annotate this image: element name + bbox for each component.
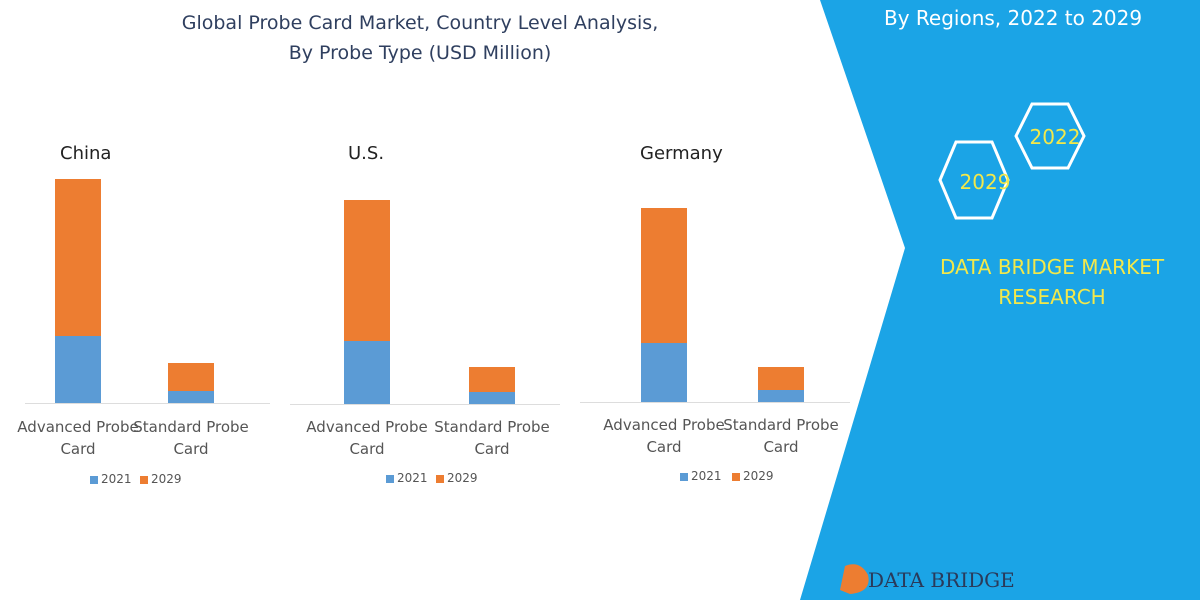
- chart-title: Germany: [640, 143, 723, 164]
- legend-swatch: [732, 473, 740, 481]
- legend-label: 2029: [151, 472, 182, 486]
- legend-swatch: [386, 475, 394, 483]
- x-tick-label: Advanced Probe Card: [306, 418, 428, 458]
- bar-segment: [641, 343, 687, 402]
- title: By Probe Type (USD Million): [288, 42, 552, 64]
- x-tick-label: Standard Probe Card: [723, 416, 839, 456]
- legend-label: 2021: [691, 469, 722, 483]
- bar-segment: [758, 367, 804, 390]
- legend-label: 2021: [101, 472, 132, 486]
- axis-line: [580, 402, 850, 403]
- brand: DATA BRIDGE MARKET: [939, 255, 1165, 279]
- bar-segment: [55, 179, 101, 336]
- panel-subtitle: By Regions, 2022 to 2029: [884, 6, 1143, 30]
- chart-title: China: [60, 143, 112, 164]
- logo: DATA BRIDGE: [868, 568, 1015, 592]
- legend-label: 2029: [743, 469, 774, 483]
- legend-swatch: [140, 476, 148, 484]
- chart-title: U.S.: [348, 143, 385, 164]
- brand: RESEARCH: [998, 285, 1106, 309]
- x-tick-label: Advanced Probe Card: [17, 418, 139, 458]
- bar-segment: [641, 208, 687, 343]
- bar-segment: [469, 367, 515, 392]
- axis-line: [25, 403, 270, 404]
- legend-swatch: [436, 475, 444, 483]
- title: Global Probe Card Market, Country Level …: [181, 12, 659, 34]
- x-tick-label: Standard Probe Card: [133, 418, 249, 458]
- x-tick-label: Advanced Probe Card: [603, 416, 725, 456]
- legend-swatch: [680, 473, 688, 481]
- legend-label: 2021: [397, 471, 428, 485]
- bar-segment: [344, 341, 390, 404]
- hexagon-label: 2022: [1029, 125, 1081, 149]
- legend-swatch: [90, 476, 98, 484]
- axis-line: [290, 404, 560, 405]
- bar-segment: [344, 200, 390, 341]
- bar-segment: [168, 363, 214, 391]
- legend-label: 2029: [447, 471, 478, 485]
- x-tick-label: Standard Probe Card: [434, 418, 550, 458]
- bar-segment: [469, 392, 515, 404]
- hexagon-label: 2029: [959, 170, 1011, 194]
- bar-segment: [168, 391, 214, 403]
- bar-segment: [758, 390, 804, 402]
- bar-segment: [55, 336, 101, 403]
